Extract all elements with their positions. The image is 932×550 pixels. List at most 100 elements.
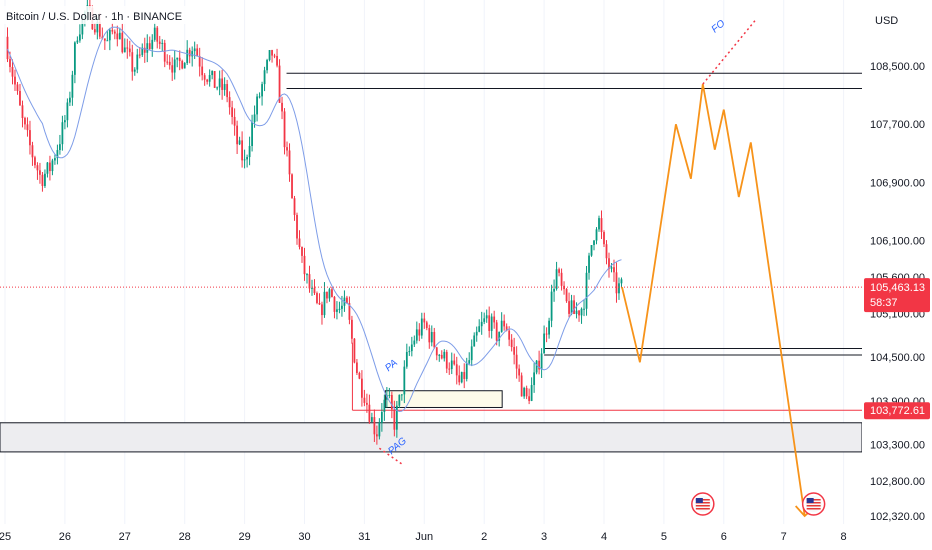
- price-tick-label: 107,700.00: [870, 119, 925, 131]
- candle-body: [365, 402, 368, 405]
- candle-body: [555, 269, 558, 289]
- current-price-badge: 105,463.13 58:37: [864, 278, 930, 313]
- candle-body: [248, 146, 251, 158]
- candle-body: [558, 269, 560, 273]
- candle-body: [478, 326, 481, 332]
- candle-body: [613, 267, 615, 273]
- candle-body: [143, 47, 146, 53]
- candle-body: [131, 52, 134, 72]
- time-tick-label: 2: [481, 531, 487, 543]
- candle-body: [408, 351, 411, 353]
- us-flag-event-icon[interactable]: [691, 492, 715, 516]
- candle-body: [528, 396, 531, 401]
- candle-body: [423, 318, 426, 323]
- candle-body: [361, 378, 363, 398]
- candle-body: [233, 116, 236, 126]
- candle-body: [276, 55, 278, 66]
- candle-body: [450, 360, 453, 370]
- candle-body: [168, 61, 171, 66]
- candle-body: [346, 297, 348, 304]
- candle-body: [101, 36, 104, 39]
- currency-label[interactable]: USD: [875, 15, 898, 27]
- candle-body: [316, 293, 318, 303]
- candle-body: [34, 157, 36, 166]
- time-axis: 25 26 27 28 29 30 31 Jun 2 3 4 5 6 7 8: [0, 531, 847, 543]
- candle-body: [61, 122, 64, 145]
- candle-body: [76, 40, 79, 43]
- candle-body: [550, 291, 553, 321]
- candle-body: [191, 51, 194, 57]
- candle-body: [578, 310, 580, 316]
- candle-body: [116, 33, 119, 40]
- price-tick-label: 103,300.00: [870, 440, 925, 452]
- candle-body: [573, 300, 575, 314]
- candle-body: [510, 339, 513, 348]
- candle-body: [201, 66, 204, 76]
- us-flag-event-icon[interactable]: [801, 492, 826, 516]
- candle-body: [271, 50, 273, 56]
- candle-body: [533, 372, 536, 386]
- candle-body: [283, 111, 286, 148]
- candle-body: [171, 65, 174, 73]
- candle-body: [400, 394, 403, 396]
- candle-body: [341, 305, 343, 309]
- candle-body: [256, 96, 258, 115]
- candle-body: [348, 303, 351, 320]
- time-tick-label: 3: [541, 531, 547, 543]
- candle-body: [11, 66, 14, 77]
- candle-body: [353, 338, 356, 363]
- price-tick-label: 104,500.00: [870, 352, 925, 364]
- candle-body: [480, 321, 483, 327]
- candle-body: [403, 366, 406, 395]
- candle-body: [515, 354, 518, 369]
- candle-body: [380, 412, 383, 423]
- price-axis-panel[interactable]: [862, 0, 932, 550]
- candle-body: [221, 78, 224, 90]
- current-price-label: 105,463.13: [870, 282, 925, 294]
- candle-body: [595, 229, 598, 241]
- candle-body: [136, 54, 139, 70]
- candle-body: [66, 102, 69, 121]
- candle-body: [548, 320, 550, 335]
- order-block-box[interactable]: [384, 390, 503, 408]
- candle-body: [525, 387, 528, 397]
- candle-body: [328, 289, 331, 299]
- time-tick-label: 7: [781, 531, 787, 543]
- candle-body: [575, 310, 578, 314]
- time-tick-label: 4: [601, 531, 607, 543]
- candle-body: [231, 107, 234, 117]
- candle-body: [331, 289, 333, 297]
- candle-body: [118, 32, 121, 40]
- title-backdrop: [2, 6, 188, 24]
- support-zone[interactable]: [0, 422, 863, 453]
- candle-body: [323, 291, 326, 316]
- candle-body: [553, 288, 555, 292]
- candle-body: [113, 31, 116, 34]
- candle-body: [223, 84, 226, 90]
- forecast-path[interactable]: [621, 83, 806, 517]
- price-tick-label: 102,800.00: [870, 476, 925, 488]
- candle-body: [228, 97, 231, 108]
- candle-body: [268, 50, 271, 61]
- candle-body: [585, 272, 588, 309]
- economic-event-markers[interactable]: [691, 492, 826, 516]
- candle-body: [196, 48, 199, 57]
- candle-body: [530, 385, 533, 401]
- candle-body: [24, 117, 26, 125]
- candle-body: [483, 318, 486, 322]
- candle-body: [435, 347, 438, 356]
- candle-body: [96, 21, 99, 33]
- candle-body: [598, 218, 600, 230]
- candle-body: [241, 140, 244, 161]
- candle-body: [183, 62, 186, 69]
- candle-body: [153, 27, 156, 40]
- candle-body: [415, 329, 418, 341]
- time-axis-panel[interactable]: [0, 524, 862, 550]
- candle-body: [378, 422, 381, 437]
- candle-body: [535, 360, 538, 373]
- candle-body: [618, 283, 620, 294]
- candle-body: [333, 296, 336, 312]
- candle-body: [458, 375, 461, 383]
- candle-body: [193, 48, 196, 52]
